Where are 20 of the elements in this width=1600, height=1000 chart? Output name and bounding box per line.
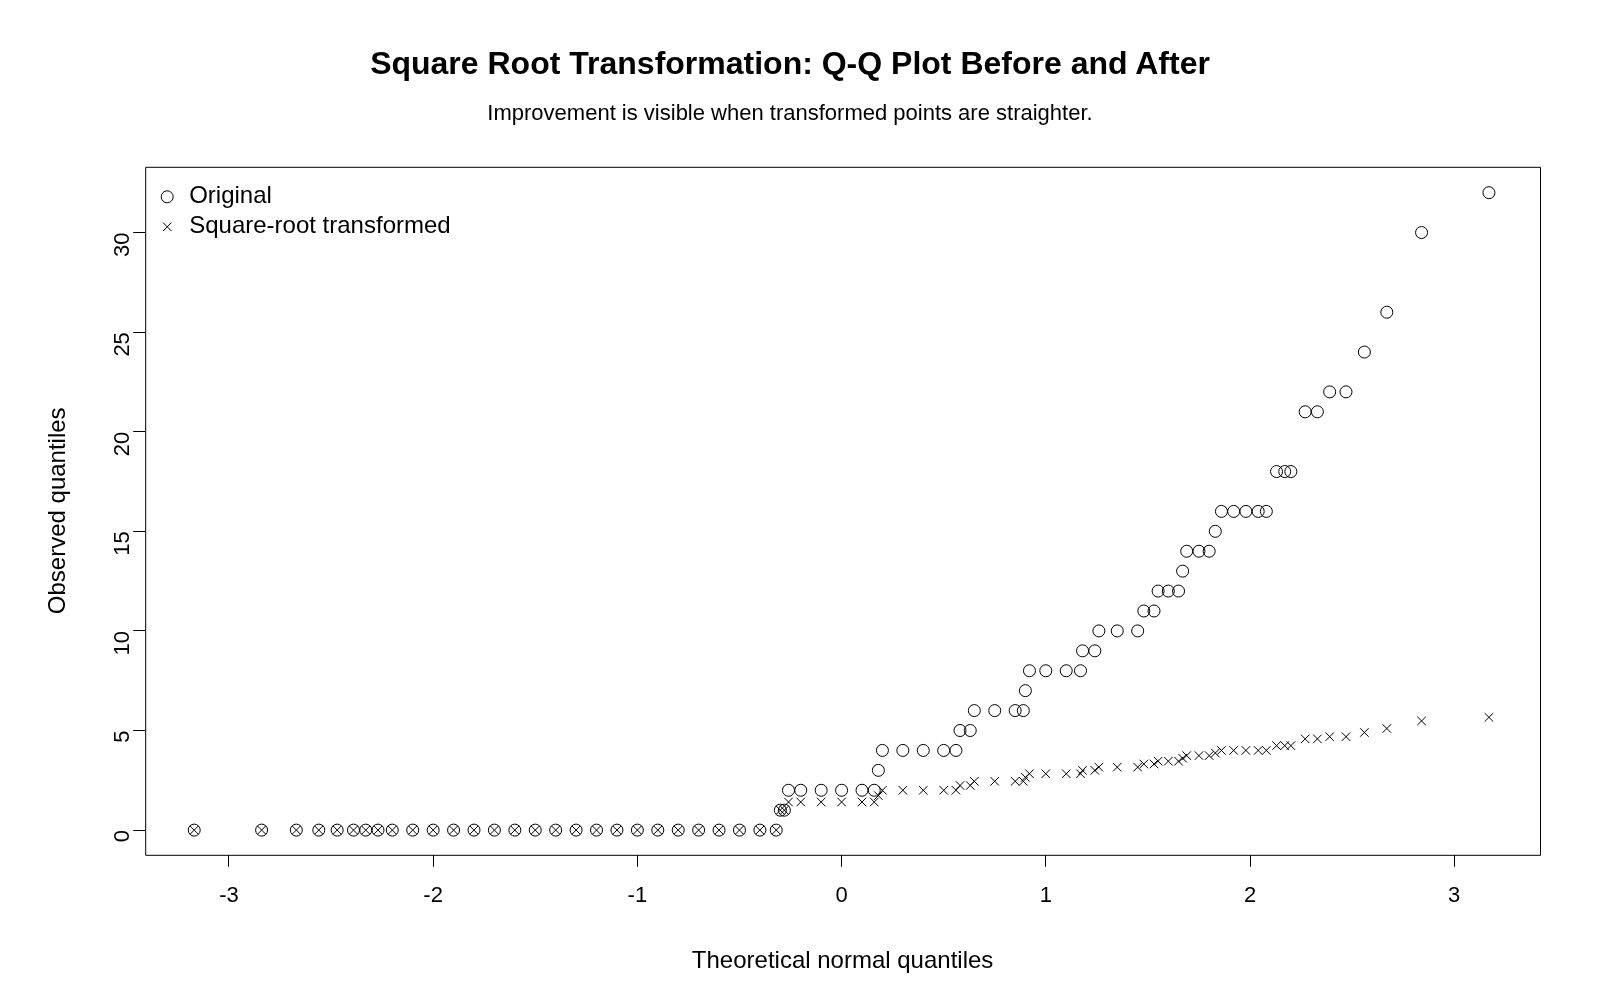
y-tick-label: 0 [109, 830, 135, 843]
y-axis-title: Observed quantiles [43, 407, 71, 615]
x-tick-label: 3 [1448, 882, 1461, 908]
y-tick-label: 5 [109, 730, 135, 743]
x-tick-label: 0 [835, 882, 848, 908]
x-tick-label: -1 [627, 882, 648, 908]
x-tick-label: 2 [1243, 882, 1257, 908]
y-tick-label: 15 [109, 531, 135, 556]
chart-title: Square Root Transformation: Q-Q Plot Before and After [370, 45, 1210, 82]
x-axis-title: Theoretical normal quantiles [691, 946, 994, 974]
legend-label: Original [189, 181, 272, 209]
x-tick-label: -3 [219, 882, 239, 908]
x-tick-label: 1 [1039, 882, 1052, 908]
y-tick-label: 10 [109, 630, 135, 656]
chart-subtitle: Improvement is visible when transformed points are straighter. [487, 99, 1093, 125]
y-tick-label: 20 [109, 431, 135, 457]
legend-label: Square-root transformed [189, 211, 451, 239]
y-tick-label: 30 [109, 232, 135, 258]
x-tick-label: -2 [423, 882, 443, 908]
y-tick-label: 25 [109, 332, 135, 357]
